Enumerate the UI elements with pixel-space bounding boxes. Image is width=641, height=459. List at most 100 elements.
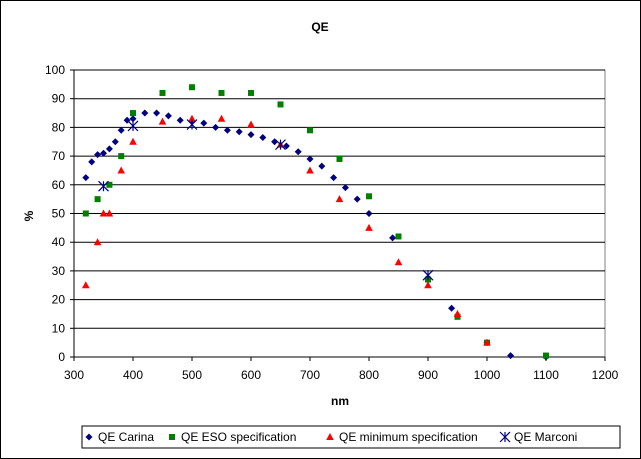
series-2 <box>82 114 491 346</box>
point-s0-28 <box>365 210 373 217</box>
point-s0-18 <box>247 131 255 139</box>
point-s0-2 <box>94 151 102 159</box>
point-s1-17 <box>543 352 549 359</box>
point-s2-6 <box>158 117 167 125</box>
point-s2-17 <box>483 338 491 346</box>
point-s0-22 <box>294 148 302 156</box>
y-tick-label-30: 30 <box>52 264 66 278</box>
point-s0-4 <box>105 145 113 153</box>
y-tick-label-10: 10 <box>52 321 66 335</box>
x-tick-label-600: 600 <box>241 368 261 382</box>
point-s0-33 <box>507 352 515 360</box>
series-0 <box>82 109 550 361</box>
point-s0-17 <box>235 128 243 136</box>
x-tick-label-300: 300 <box>64 368 84 382</box>
point-s1-4 <box>130 110 136 117</box>
point-s0-16 <box>223 126 231 134</box>
point-s0-26 <box>341 184 349 192</box>
point-s0-31 <box>448 304 456 312</box>
point-s0-0 <box>82 174 90 182</box>
point-s1-7 <box>218 89 225 96</box>
point-s0-21 <box>282 142 290 150</box>
point-s3-0 <box>98 180 109 192</box>
x-tick-label-1100: 1100 <box>533 368 559 382</box>
point-s1-3 <box>118 153 125 160</box>
legend-marker-2 <box>326 433 334 440</box>
point-s2-7 <box>188 114 196 122</box>
x-tick-label-800: 800 <box>359 368 379 382</box>
x-tick-label-500: 500 <box>182 368 202 382</box>
point-s2-16 <box>453 309 462 317</box>
point-s2-0 <box>82 281 90 289</box>
y-tick-label-60: 60 <box>52 178 66 192</box>
y-tick-label-90: 90 <box>52 92 66 106</box>
point-s1-12 <box>366 193 372 200</box>
point-s1-5 <box>159 89 166 96</box>
y-tick-label-80: 80 <box>52 120 66 134</box>
y-axis-title: % <box>22 210 36 221</box>
point-s1-2 <box>106 181 113 188</box>
point-s0-9 <box>141 109 149 117</box>
legend: QE Carina QE ESO specification QE minimum … <box>81 425 621 449</box>
point-s0-23 <box>306 155 314 163</box>
point-s3-1 <box>127 120 139 132</box>
point-s2-8 <box>217 114 226 122</box>
legend-label-2: QE minimum specification <box>339 430 478 444</box>
point-s3-2 <box>186 119 198 130</box>
point-s0-1 <box>88 158 96 166</box>
legend-items: QE Carina QE ESO specification QE minimum … <box>85 430 577 444</box>
point-s0-14 <box>200 119 208 127</box>
point-s2-1 <box>93 238 102 246</box>
point-s2-12 <box>335 195 344 203</box>
point-s2-9 <box>247 120 255 128</box>
series-1 <box>82 84 549 359</box>
legend-label-0: QE Carina <box>98 430 154 444</box>
legend-label-3: QE Marconi <box>514 430 577 444</box>
x-tick-label-1200: 1200 <box>592 368 619 382</box>
point-s1-0 <box>82 210 89 217</box>
legend-marker-1 <box>169 434 175 440</box>
point-s2-4 <box>117 166 125 174</box>
y-axis-ticks: 0 10 20 30 40 50 60 70 80 90 100 <box>45 63 74 364</box>
point-s0-15 <box>212 123 220 131</box>
point-s2-3 <box>105 209 114 217</box>
point-s0-6 <box>117 126 125 134</box>
x-axis-ticks: 300 400 500 600 700 800 900 1000 1100 1200 <box>64 357 619 382</box>
point-s0-12 <box>176 116 184 124</box>
point-s0-11 <box>164 112 172 120</box>
point-s2-2 <box>99 209 108 217</box>
point-s3-4 <box>422 269 434 281</box>
point-s1-11 <box>336 155 343 162</box>
point-s2-13 <box>365 223 373 231</box>
point-s3-3 <box>275 139 286 151</box>
point-s0-8 <box>129 115 137 123</box>
data-points <box>82 84 550 361</box>
point-s0-7 <box>123 116 131 124</box>
point-s0-3 <box>100 149 107 157</box>
y-tick-label-20: 20 <box>52 293 66 307</box>
point-s2-14 <box>394 258 403 266</box>
legend-marker-3 <box>499 431 511 443</box>
legend-label-1: QE ESO specification <box>181 430 296 444</box>
point-s0-10 <box>153 109 161 117</box>
point-s0-25 <box>330 174 338 182</box>
legend-marker-0 <box>85 433 93 441</box>
point-s0-5 <box>111 138 119 146</box>
chart-title: QE <box>311 20 328 34</box>
point-s0-27 <box>353 195 361 203</box>
x-tick-label-1000: 1000 <box>474 368 501 382</box>
x-tick-label-700: 700 <box>300 368 320 382</box>
gridlines <box>74 69 605 358</box>
point-s2-5 <box>129 137 137 145</box>
series-3 <box>98 119 434 281</box>
y-tick-label-100: 100 <box>45 63 65 77</box>
point-s2-15 <box>424 281 432 289</box>
y-tick-label-70: 70 <box>52 149 66 163</box>
point-s1-13 <box>395 233 402 240</box>
point-s0-29 <box>389 234 397 242</box>
point-s1-9 <box>277 101 284 108</box>
legend-box <box>81 425 621 449</box>
point-s0-19 <box>259 133 267 141</box>
y-tick-label-0: 0 <box>58 350 65 364</box>
x-axis-title: nm <box>331 394 349 408</box>
